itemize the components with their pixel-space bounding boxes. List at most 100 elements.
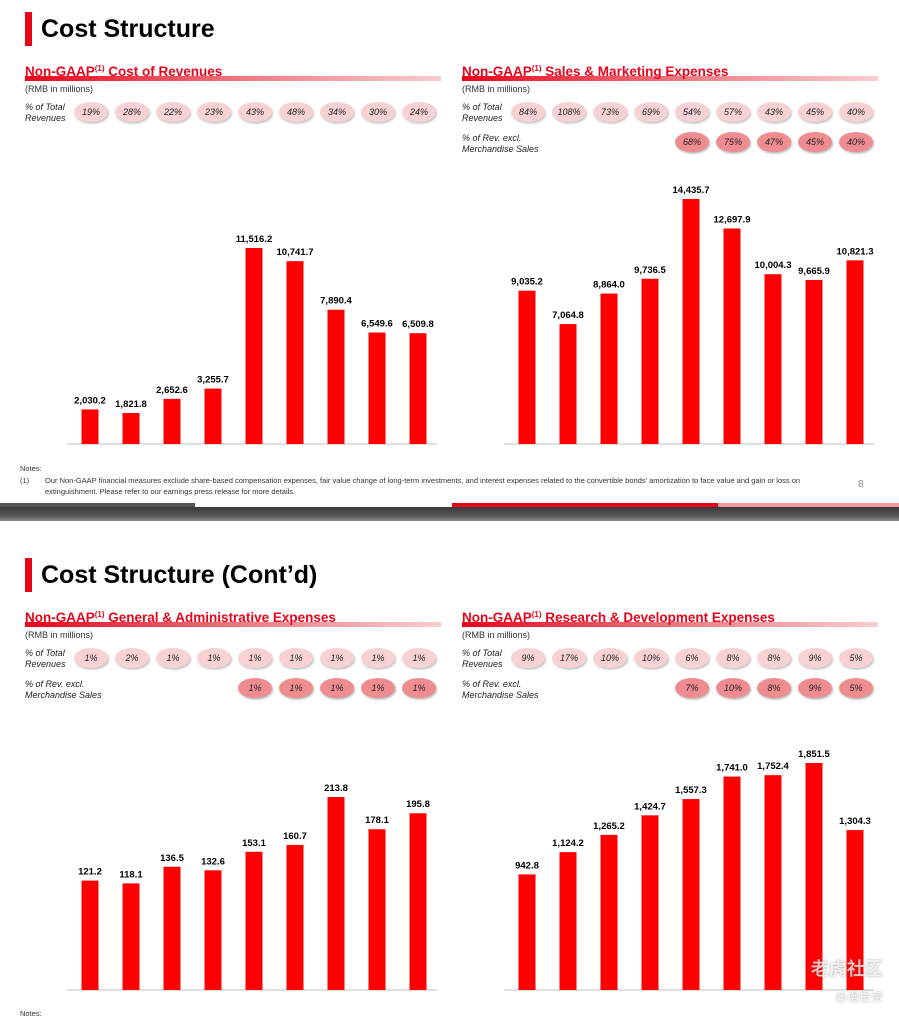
pct-total-revenues-pill: 54% xyxy=(675,102,709,122)
pct-excl-merchandise-pill: 40% xyxy=(839,132,873,152)
pct-total-revenues-pill: 6% xyxy=(675,648,709,668)
watermark-text: 老虎社区 xyxy=(811,959,883,979)
x-tick-label: 3Q21 xyxy=(802,999,825,1000)
slide-title-contd: Cost Structure (Cont’d) xyxy=(25,558,317,592)
panel-title-footnote: (1) xyxy=(531,64,542,73)
page-number: 8 xyxy=(858,479,864,490)
bar xyxy=(641,278,659,444)
bar-value-label: 10,821.3 xyxy=(837,246,874,257)
pct-total-revenues-pill: 9% xyxy=(798,648,832,668)
bar xyxy=(286,844,304,990)
x-tick-label: 4Q19 xyxy=(515,999,538,1000)
units-label: (RMB in millions) xyxy=(25,630,94,640)
bar-value-label: 1,752.4 xyxy=(757,761,789,772)
x-tick-label: 3Q21 xyxy=(365,453,388,454)
pct-excl-merchandise-pill: 75% xyxy=(716,132,750,152)
bar-value-label: 121.2 xyxy=(78,867,102,878)
x-tick-label: 4Q20 xyxy=(679,453,702,454)
x-tick-label: 4Q21 xyxy=(843,453,866,454)
pct-total-revenues-pill: 19% xyxy=(74,102,108,122)
row-label-total-revenues: % of Total Revenues xyxy=(25,102,66,124)
bar xyxy=(518,290,536,444)
x-tick-label: 2Q20 xyxy=(160,453,183,454)
row-label-line: % of Rev. excl. xyxy=(462,133,522,143)
row-label-line: Merchandise Sales xyxy=(462,690,539,700)
x-tick-label: 1Q21 xyxy=(283,453,306,454)
row-label-line: % of Rev. excl. xyxy=(25,679,85,689)
row-label-total-revenues: % of Total Revenues xyxy=(462,102,503,124)
bar-value-label: 1,265.2 xyxy=(593,821,625,832)
pct-excl-merchandise-pill: 1% xyxy=(361,678,395,698)
panel-title-prefix: Non-GAAP xyxy=(25,610,95,625)
bar xyxy=(122,412,140,444)
bar xyxy=(723,228,741,444)
panel-title-footnote: (1) xyxy=(94,64,105,73)
slide-divider-accent-left xyxy=(0,503,195,507)
bar-value-label: 178.1 xyxy=(365,815,389,826)
pct-total-revenues-pill: 22% xyxy=(156,102,190,122)
bar xyxy=(805,279,823,444)
bar xyxy=(122,883,140,990)
x-tick-label: 2Q21 xyxy=(761,453,784,454)
x-tick-label: 2Q20 xyxy=(160,999,183,1000)
pct-total-revenues-pill: 10% xyxy=(593,648,627,668)
x-tick-label: 3Q20 xyxy=(201,999,224,1000)
x-tick-label: 4Q19 xyxy=(515,453,538,454)
slide-title: Cost Structure xyxy=(25,12,215,46)
pct-total-revenues-pill: 8% xyxy=(757,648,791,668)
pct-total-revenues-pill: 1% xyxy=(156,648,190,668)
x-tick-label: 1Q20 xyxy=(119,453,142,454)
pct-total-revenues-pill: 48% xyxy=(279,102,313,122)
x-tick-label: 4Q21 xyxy=(406,999,429,1000)
pct-excl-merchandise-pill: 47% xyxy=(757,132,791,152)
x-tick-label: 1Q21 xyxy=(720,999,743,1000)
x-tick-label: 1Q20 xyxy=(556,999,579,1000)
pct-total-revenues-pill: 28% xyxy=(115,102,149,122)
bar xyxy=(204,388,222,444)
pct-total-revenues-pill: 2% xyxy=(115,648,149,668)
bar-chart: 9,035.2 4Q19 7,064.8 1Q20 8,864.0 2Q20 9,736.5… xyxy=(504,185,874,454)
notes-label-2: Notes: xyxy=(20,1009,42,1018)
bar-value-label: 8,864.0 xyxy=(593,280,625,291)
pct-excl-merchandise-pill: 5% xyxy=(839,678,873,698)
x-tick-label: 2Q20 xyxy=(597,453,620,454)
x-tick-label: 1Q21 xyxy=(283,999,306,1000)
pct-excl-merchandise-pill: 9% xyxy=(798,678,832,698)
pct-excl-merchandise-pill: 1% xyxy=(402,678,436,698)
panel-title: Non-GAAP(1) Sales & Marketing Expenses xyxy=(462,62,878,81)
pct-total-revenues-pill: 84% xyxy=(511,102,545,122)
x-tick-label: 1Q20 xyxy=(556,453,579,454)
pct-total-revenues-pill: 24% xyxy=(402,102,436,122)
bar-value-label: 1,851.5 xyxy=(798,749,830,760)
x-tick-label: 2Q21 xyxy=(324,453,347,454)
bar xyxy=(327,797,345,990)
panel-title-footnote: (1) xyxy=(94,610,105,619)
bar-value-label: 6,509.8 xyxy=(402,319,434,330)
bar-value-label: 7,064.8 xyxy=(552,310,584,321)
bar-value-label: 195.8 xyxy=(406,799,430,810)
bar xyxy=(641,815,659,990)
pct-total-revenues-pill: 9% xyxy=(511,648,545,668)
bar-value-label: 136.5 xyxy=(160,853,184,864)
bar-value-label: 3,255.7 xyxy=(197,375,229,386)
bar xyxy=(559,324,577,444)
pct-excl-merchandise-pill: 10% xyxy=(716,678,750,698)
units-label: (RMB in millions) xyxy=(462,630,531,640)
pct-total-revenues-pill: 1% xyxy=(279,648,313,668)
pct-total-revenues-pill: 57% xyxy=(716,102,750,122)
slide-divider-dark xyxy=(0,507,899,521)
x-tick-label: 4Q19 xyxy=(78,999,101,1000)
bar xyxy=(163,398,181,444)
pct-total-revenues-pill: 1% xyxy=(197,648,231,668)
pct-total-revenues-pill: 10% xyxy=(634,648,668,668)
bar-value-label: 213.8 xyxy=(324,783,348,794)
x-tick-label: 4Q20 xyxy=(242,999,265,1000)
panel-title-footnote: (1) xyxy=(531,610,542,619)
note-text: Our Non-GAAP financial measures exclude … xyxy=(45,476,801,496)
x-tick-label: 4Q20 xyxy=(242,453,265,454)
row-label-excl-merchandise: % of Rev. excl. Merchandise Sales xyxy=(462,133,539,155)
pct-total-revenues-pill: 1% xyxy=(402,648,436,668)
row-label-line: Revenues xyxy=(462,659,503,669)
pct-total-revenues-pill: 40% xyxy=(839,102,873,122)
x-tick-label: 2Q20 xyxy=(597,999,620,1000)
